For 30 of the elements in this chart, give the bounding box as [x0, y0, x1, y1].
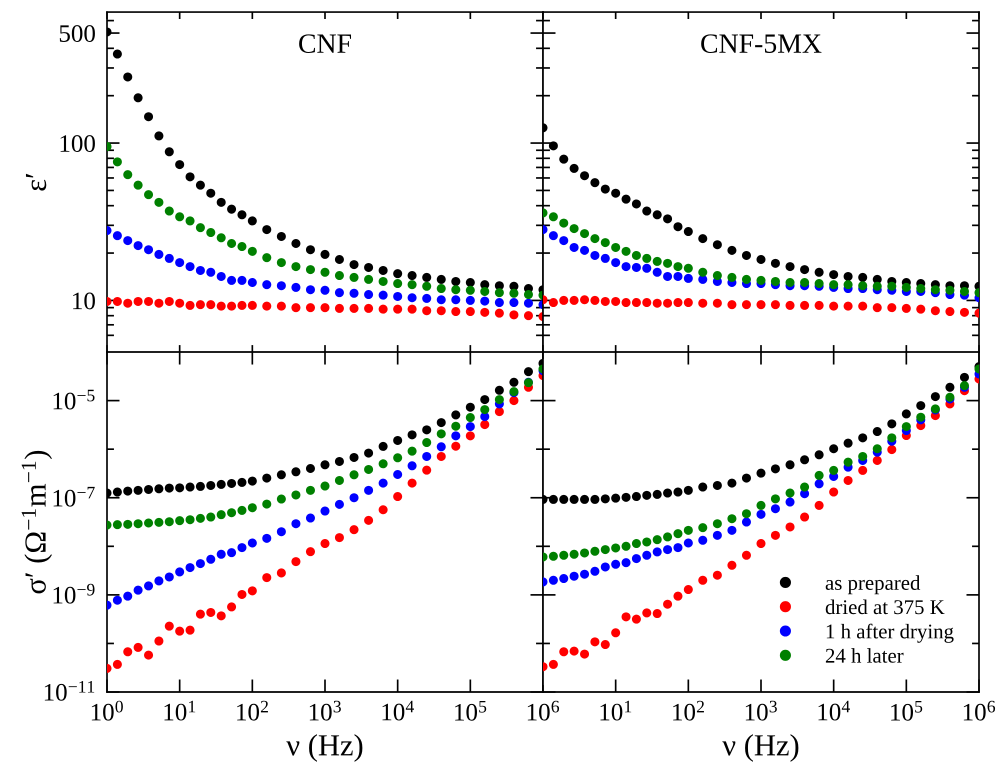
- y-axis-title: ε′: [26, 174, 46, 191]
- x-tick-label: 10$^{1}$: [164, 700, 196, 721]
- text: CNF-5MX: [701, 34, 822, 53]
- text: CNF: [299, 34, 352, 53]
- x-tick-label: 10$^{1}$: [600, 700, 632, 721]
- y-tick-label: 10$^{−9}$: [54, 584, 94, 604]
- legend-label: 24 h later: [826, 648, 904, 663]
- x-tick-label: 10$^{6}$: [528, 700, 560, 721]
- y-tick-label: 100: [60, 135, 95, 152]
- x-axis-title: ν (Hz): [722, 734, 798, 762]
- y-tick-label: 10$^{−11}$: [44, 680, 94, 701]
- y-tick-label: 500: [60, 25, 95, 42]
- legend-label: 1 h after drying: [826, 624, 954, 643]
- y-tick-label: 10$^{−7}$: [54, 486, 95, 507]
- x-tick-label: 10$^{2}$: [673, 700, 704, 721]
- legend-label: as prepared: [826, 575, 920, 594]
- x-tick-label: 10$^{0}$: [92, 700, 123, 721]
- x-tick-label: 10$^{5}$: [455, 700, 486, 721]
- y-tick-label: 10$^{−5}$: [54, 390, 95, 410]
- legend-label: dried at 375 K: [826, 600, 945, 614]
- x-tick-label: 10$^{2}$: [237, 700, 268, 721]
- x-tick-label: 10$^{4}$: [818, 700, 850, 721]
- y-tick-label: 10: [73, 292, 95, 310]
- x-tick-label: 10$^{3}$: [746, 700, 777, 721]
- x-tick-label: 10$^{5}$: [891, 700, 922, 721]
- x-tick-label: 10$^{3}$: [310, 700, 341, 721]
- x-tick-label: 10$^{6}$: [964, 700, 996, 721]
- y-axis-title: σ′ (Ω$^{−1}$m$^{−1}$): [22, 450, 52, 594]
- x-axis-title: ν (Hz): [286, 734, 362, 762]
- x-tick-label: 10$^{4}$: [382, 700, 414, 721]
